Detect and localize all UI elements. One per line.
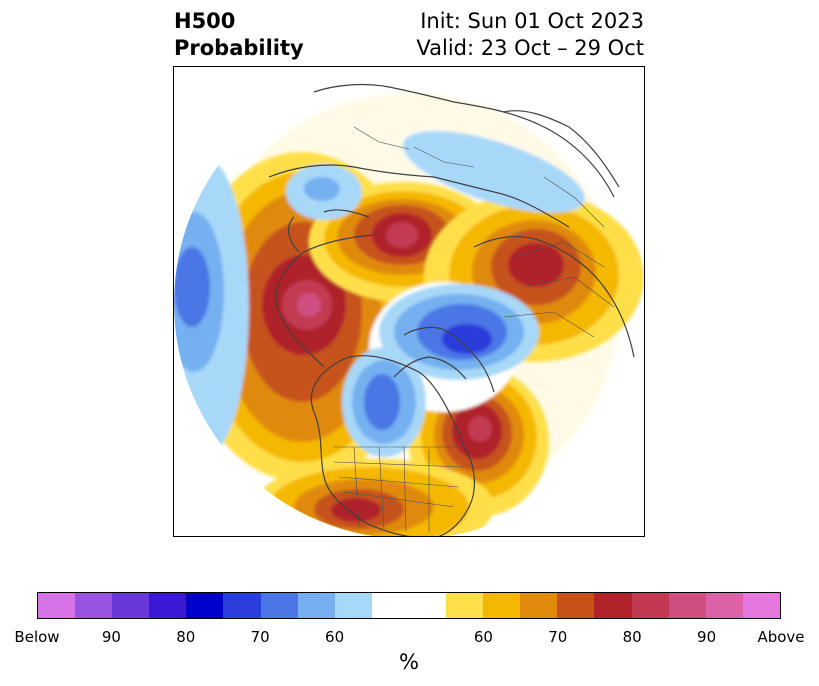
- colorbar-segment: [446, 593, 484, 618]
- colorbar-segment: [557, 593, 595, 618]
- variable-label: H500: [174, 9, 236, 33]
- colorbar-segment: [186, 593, 224, 618]
- colorbar-tick-label: 70: [250, 628, 270, 646]
- colorbar-segment: [742, 593, 780, 618]
- colorbar-segment: [112, 593, 150, 618]
- colorbar-segment: [668, 593, 706, 618]
- colorbar-segment: [631, 593, 669, 618]
- init-date: Init: Sun 01 Oct 2023: [420, 9, 644, 33]
- colorbar: [37, 592, 781, 619]
- colorbar-segment: [334, 593, 372, 618]
- map-title: H500 Probability: [174, 8, 304, 62]
- colorbar-segment: [297, 593, 335, 618]
- political-borders: [333, 126, 615, 533]
- coastlines: [268, 83, 635, 536]
- anomaly-arctic: [379, 284, 539, 380]
- colorbar-tick-label: 60: [473, 628, 493, 646]
- colorbar-tick-label: 80: [176, 628, 196, 646]
- colorbar-tick-label: 70: [548, 628, 568, 646]
- colorbar-segment: [483, 593, 521, 618]
- colorbar-tick-label: 90: [101, 628, 121, 646]
- colorbar-segment: [520, 593, 558, 618]
- colorbar-segment: [149, 593, 187, 618]
- colorbar-tick-label: 90: [697, 628, 717, 646]
- colorbar-segment: [38, 593, 76, 618]
- colorbar-segment: [705, 593, 743, 618]
- colorbar-tick-label: 60: [325, 628, 345, 646]
- colorbar-tick-label: Above: [757, 628, 805, 646]
- colorbar-tick-label: 80: [622, 628, 642, 646]
- colorbar-segment: [260, 593, 298, 618]
- probability-map-svg: [174, 83, 644, 536]
- colorbar-segment: [371, 593, 447, 618]
- polar-map: [173, 66, 645, 537]
- anomaly-central-canada: [342, 347, 426, 457]
- colorbar-segment: [594, 593, 632, 618]
- colorbar-segment: [223, 593, 261, 618]
- date-info: Init: Sun 01 Oct 2023 Valid: 23 Oct – 29…: [416, 8, 644, 62]
- valid-range: Valid: 23 Oct – 29 Oct: [416, 36, 644, 60]
- colorbar-unit: %: [399, 650, 419, 674]
- colorbar-segment: [75, 593, 113, 618]
- anomaly-alaska: [286, 164, 362, 220]
- anomaly-eurasia: [403, 131, 585, 213]
- colorbar-tick-label: Below: [14, 628, 60, 646]
- field-label: Probability: [174, 36, 304, 60]
